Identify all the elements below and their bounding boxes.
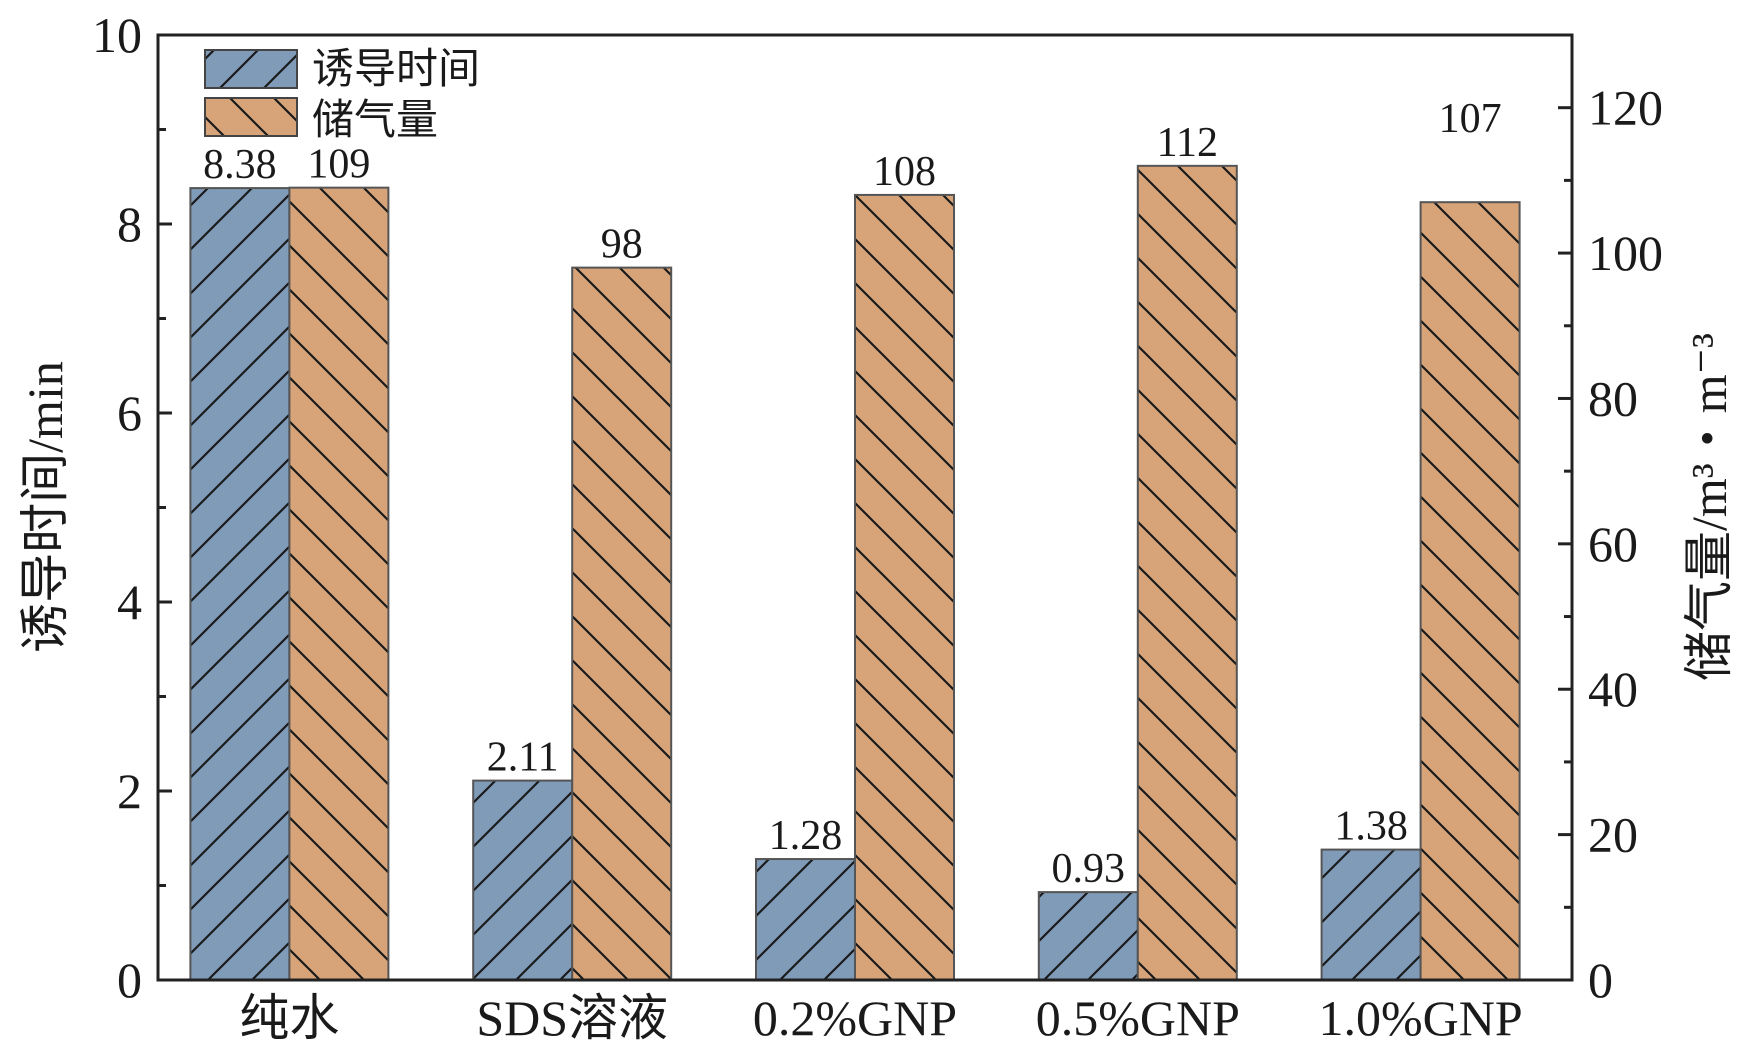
left-axis: 0 2 4 6 8 10 bbox=[92, 7, 172, 1008]
x-category-label: SDS溶液 bbox=[476, 990, 668, 1046]
bar-gas-storage-2 bbox=[571, 266, 673, 982]
bar-induction-time-2 bbox=[472, 779, 574, 981]
data-label-induction-time-3: 1.28 bbox=[769, 813, 843, 859]
right-tick-label: 120 bbox=[1588, 80, 1663, 136]
bars-layer bbox=[189, 164, 1521, 982]
data-label-induction-time-1: 8.38 bbox=[203, 142, 277, 188]
bar-induction-time-1 bbox=[189, 187, 291, 981]
data-label-gas-storage-1: 109 bbox=[307, 142, 370, 188]
left-tick-label: 0 bbox=[117, 952, 142, 1008]
right-axis-title: 储气量/m³・m⁻³ bbox=[1681, 333, 1737, 681]
left-tick-label: 8 bbox=[117, 196, 142, 252]
data-label-induction-time-4: 0.93 bbox=[1052, 846, 1126, 892]
bar-gas-storage-5 bbox=[1419, 201, 1521, 981]
left-axis-title: 诱导时间/min bbox=[17, 361, 73, 653]
right-axis: 0 20 40 60 80 100 120 bbox=[1558, 80, 1663, 1008]
bar-induction-time-4 bbox=[1037, 891, 1139, 981]
data-label-gas-storage-4: 112 bbox=[1157, 120, 1218, 166]
data-labels-layer: 8.38 2.11 1.28 0.93 1.38 109 98 108 112 107 bbox=[203, 96, 1501, 892]
right-tick-label: 80 bbox=[1588, 370, 1638, 426]
legend-swatch-induction-time bbox=[204, 49, 298, 89]
right-tick-label: 20 bbox=[1588, 807, 1638, 863]
x-category-label: 纯水 bbox=[239, 990, 339, 1046]
legend-label-gas-storage: 储气量 bbox=[312, 98, 438, 144]
bar-gas-storage-3 bbox=[854, 193, 955, 981]
legend-label-induction-time: 诱导时间 bbox=[312, 47, 480, 93]
right-tick-label: 60 bbox=[1588, 516, 1638, 572]
data-label-gas-storage-2: 98 bbox=[601, 222, 643, 268]
x-category-label: 1.0%GNP bbox=[1319, 990, 1523, 1046]
right-tick-label: 100 bbox=[1588, 225, 1663, 281]
data-label-gas-storage-5: 107 bbox=[1439, 96, 1502, 142]
left-tick-label: 10 bbox=[92, 7, 142, 63]
data-label-induction-time-5: 1.38 bbox=[1334, 804, 1408, 850]
left-tick-label: 4 bbox=[117, 574, 142, 630]
right-tick-label: 0 bbox=[1588, 952, 1613, 1008]
right-tick-label: 40 bbox=[1588, 661, 1638, 717]
bar-gas-storage-1 bbox=[288, 186, 390, 981]
legend: 诱导时间 储气量 bbox=[204, 47, 480, 144]
bar-induction-time-3 bbox=[755, 858, 856, 981]
bar-induction-time-5 bbox=[1320, 848, 1422, 982]
left-tick-label: 6 bbox=[117, 385, 142, 441]
x-category-label: 0.5%GNP bbox=[1036, 990, 1240, 1046]
left-tick-label: 2 bbox=[117, 763, 142, 819]
x-axis: 纯水 SDS溶液 0.2%GNP 0.5%GNP 1.0%GNP bbox=[239, 990, 1522, 1046]
legend-swatch-gas-storage bbox=[204, 97, 298, 137]
x-category-label: 0.2%GNP bbox=[753, 990, 957, 1046]
bar-gas-storage-4 bbox=[1136, 164, 1238, 982]
data-label-gas-storage-3: 108 bbox=[873, 149, 936, 195]
data-label-induction-time-2: 2.11 bbox=[487, 735, 559, 781]
